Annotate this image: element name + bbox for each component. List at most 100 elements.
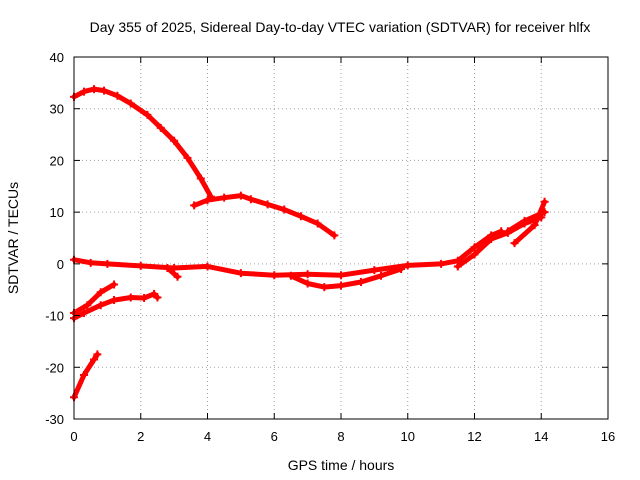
data-point xyxy=(263,200,272,209)
x-tick-label: 6 xyxy=(271,429,278,444)
grid xyxy=(74,57,608,419)
data-point xyxy=(220,193,229,202)
data-point xyxy=(80,308,89,317)
data-point xyxy=(90,85,99,94)
series-line xyxy=(71,282,117,316)
data-point xyxy=(236,191,245,200)
data-point xyxy=(337,281,345,290)
data-point xyxy=(173,272,182,281)
series-arc-zero-lower xyxy=(163,263,182,281)
data-point xyxy=(303,279,312,288)
x-tick-label: 2 xyxy=(137,429,144,444)
data-point xyxy=(520,216,529,225)
data-point xyxy=(397,265,406,274)
x-tick-label: 0 xyxy=(70,429,77,444)
data-point xyxy=(330,231,339,240)
data-point xyxy=(203,262,212,271)
data-point xyxy=(103,259,112,268)
x-axis-label: GPS time / hours xyxy=(288,457,395,473)
data-point xyxy=(286,271,295,280)
data-point xyxy=(190,201,199,210)
data-point xyxy=(83,301,92,310)
x-tick-label: 4 xyxy=(204,429,211,444)
y-tick-label: 0 xyxy=(57,257,64,272)
data-point xyxy=(203,196,212,205)
data-point xyxy=(183,153,192,162)
data-point xyxy=(530,221,539,230)
series-arc-dip xyxy=(286,265,406,292)
data-point xyxy=(93,350,102,359)
data-point xyxy=(136,261,145,270)
data-point xyxy=(90,355,99,364)
data-point xyxy=(163,263,172,272)
x-tick-label: 12 xyxy=(467,429,481,444)
data-point xyxy=(153,293,162,302)
data-point xyxy=(170,136,179,145)
data-point xyxy=(377,271,386,280)
x-tick-label: 8 xyxy=(337,429,344,444)
data-point xyxy=(140,293,149,302)
data-point xyxy=(296,212,305,221)
x-tick-label: 16 xyxy=(601,429,615,444)
data-point xyxy=(470,250,479,259)
chart-title: Day 355 of 2025, Sidereal Day-to-day VTE… xyxy=(90,19,591,35)
series-line xyxy=(71,351,100,400)
data-point xyxy=(313,219,322,228)
series-arc-low1 xyxy=(70,289,162,323)
axis-ticks: 0 2 4 6 8 10 12 14 16 -30 -20 -10 0 10 20 30 40 xyxy=(45,50,615,444)
data-point xyxy=(540,208,549,217)
data-point xyxy=(143,110,152,119)
data-point xyxy=(126,99,135,108)
data-point xyxy=(110,296,119,305)
series-line xyxy=(71,86,214,200)
data-point xyxy=(196,174,205,183)
data-point xyxy=(80,371,89,380)
data-point xyxy=(270,271,279,280)
data-point xyxy=(126,293,135,302)
series-arc-zero xyxy=(70,227,506,280)
y-tick-label: -20 xyxy=(45,360,64,375)
series-arc-rise xyxy=(453,213,546,271)
data-point xyxy=(100,86,109,95)
data-point xyxy=(453,262,462,271)
series-arc-mid xyxy=(190,191,339,240)
data-point xyxy=(487,235,496,244)
data-point xyxy=(403,261,412,270)
data-point xyxy=(510,239,519,248)
data-point xyxy=(503,227,512,236)
data-point xyxy=(113,91,122,100)
data-point xyxy=(156,123,165,132)
data-point xyxy=(357,277,366,286)
y-tick-label: 30 xyxy=(50,102,64,117)
series-arc-low3 xyxy=(70,350,102,402)
y-tick-label: -10 xyxy=(45,309,64,324)
series-layer xyxy=(70,85,549,402)
data-point xyxy=(470,243,479,252)
data-point xyxy=(280,205,289,214)
data-point xyxy=(337,271,345,280)
data-point xyxy=(246,195,255,204)
x-tick-label: 14 xyxy=(534,429,548,444)
series-arc-end xyxy=(510,197,549,248)
y-tick-label: 40 xyxy=(50,50,64,65)
data-point xyxy=(437,259,446,268)
series-line xyxy=(164,265,180,280)
series-line xyxy=(191,193,337,238)
series-arc-high xyxy=(70,85,215,201)
y-tick-label: 20 xyxy=(50,153,64,168)
data-point xyxy=(236,269,245,278)
x-tick-label: 10 xyxy=(401,429,415,444)
y-axis-label: SDTVAR / TECUs xyxy=(5,182,21,294)
series-arc-end-b xyxy=(503,208,549,236)
data-point xyxy=(86,258,95,267)
data-point xyxy=(303,270,312,279)
data-point xyxy=(320,283,329,292)
data-point xyxy=(110,280,119,289)
data-point xyxy=(540,197,549,206)
series-line xyxy=(455,214,544,269)
y-tick-label: 10 xyxy=(50,205,64,220)
data-point xyxy=(96,288,105,297)
y-tick-label: -30 xyxy=(45,412,64,427)
data-point xyxy=(96,301,105,310)
